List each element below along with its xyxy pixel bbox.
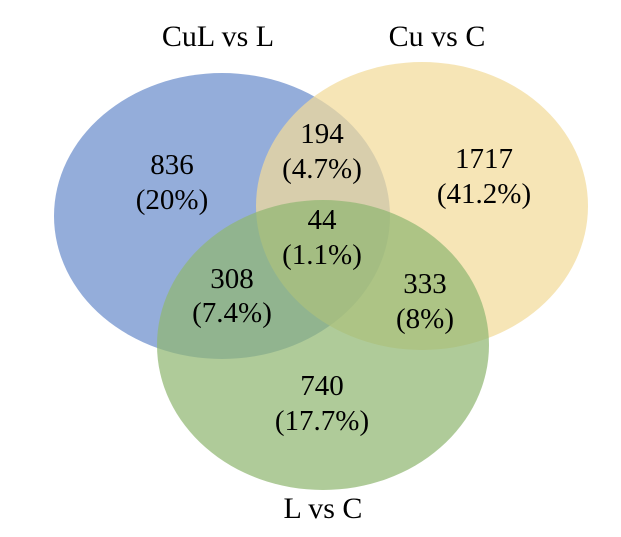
region-c-only-percent: (17.7%) — [275, 405, 369, 437]
set-a-label: CuL vs L — [162, 20, 274, 53]
region-a-only-percent: (20%) — [136, 184, 208, 216]
region-bc-count: 333 — [403, 268, 447, 300]
region-bc-percent: (8%) — [396, 303, 454, 335]
region-abc-percent: (1.1%) — [282, 239, 362, 271]
region-abc-count: 44 — [308, 204, 338, 236]
region-ac-count: 308 — [210, 263, 254, 295]
region-b-only-count: 1717 — [455, 143, 513, 175]
set-c-circle — [157, 200, 489, 490]
region-ab-count: 194 — [300, 118, 344, 150]
set-b-label: Cu vs C — [389, 20, 486, 53]
region-b-only-percent: (41.2%) — [437, 178, 531, 210]
set-c-label: L vs C — [284, 492, 363, 525]
region-c-only-count: 740 — [300, 370, 344, 402]
region-ab-percent: (4.7%) — [282, 153, 362, 185]
region-a-only-count: 836 — [150, 149, 194, 181]
region-ac-percent: (7.4%) — [192, 297, 272, 329]
